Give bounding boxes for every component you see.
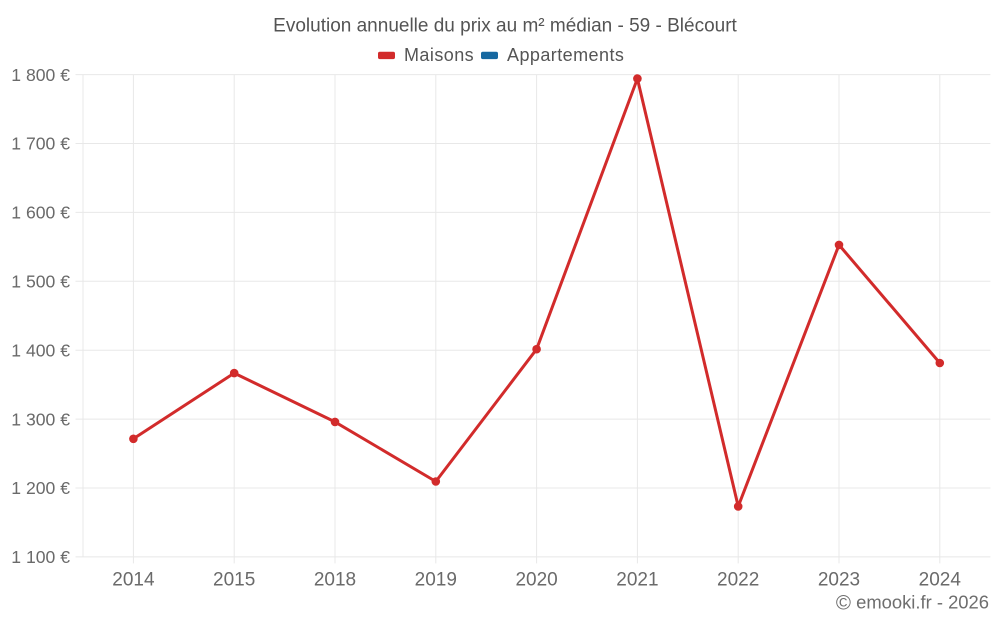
svg-text:2020: 2020 [515, 570, 557, 591]
svg-text:2022: 2022 [717, 570, 759, 591]
svg-text:2014: 2014 [112, 570, 155, 591]
svg-text:Maisons: Maisons [404, 45, 474, 65]
svg-text:1 400 €: 1 400 € [11, 340, 70, 360]
svg-text:2018: 2018 [314, 570, 356, 591]
svg-text:1 800 €: 1 800 € [11, 65, 70, 85]
svg-text:© emooki.fr - 2026: © emooki.fr - 2026 [836, 592, 989, 615]
svg-text:2024: 2024 [919, 570, 962, 591]
svg-text:1 500 €: 1 500 € [11, 272, 70, 292]
svg-text:1 600 €: 1 600 € [11, 203, 70, 223]
svg-text:2015: 2015 [213, 570, 255, 591]
svg-text:1 100 €: 1 100 € [11, 547, 70, 567]
svg-text:Appartements: Appartements [507, 45, 624, 65]
svg-text:2021: 2021 [616, 570, 658, 591]
svg-text:Evolution annuelle du prix au: Evolution annuelle du prix au m² médian … [273, 16, 737, 37]
svg-text:2019: 2019 [415, 570, 457, 591]
svg-text:1 300 €: 1 300 € [11, 409, 70, 429]
svg-text:1 700 €: 1 700 € [11, 134, 70, 154]
svg-text:1 200 €: 1 200 € [11, 478, 70, 498]
svg-text:2023: 2023 [818, 570, 860, 591]
